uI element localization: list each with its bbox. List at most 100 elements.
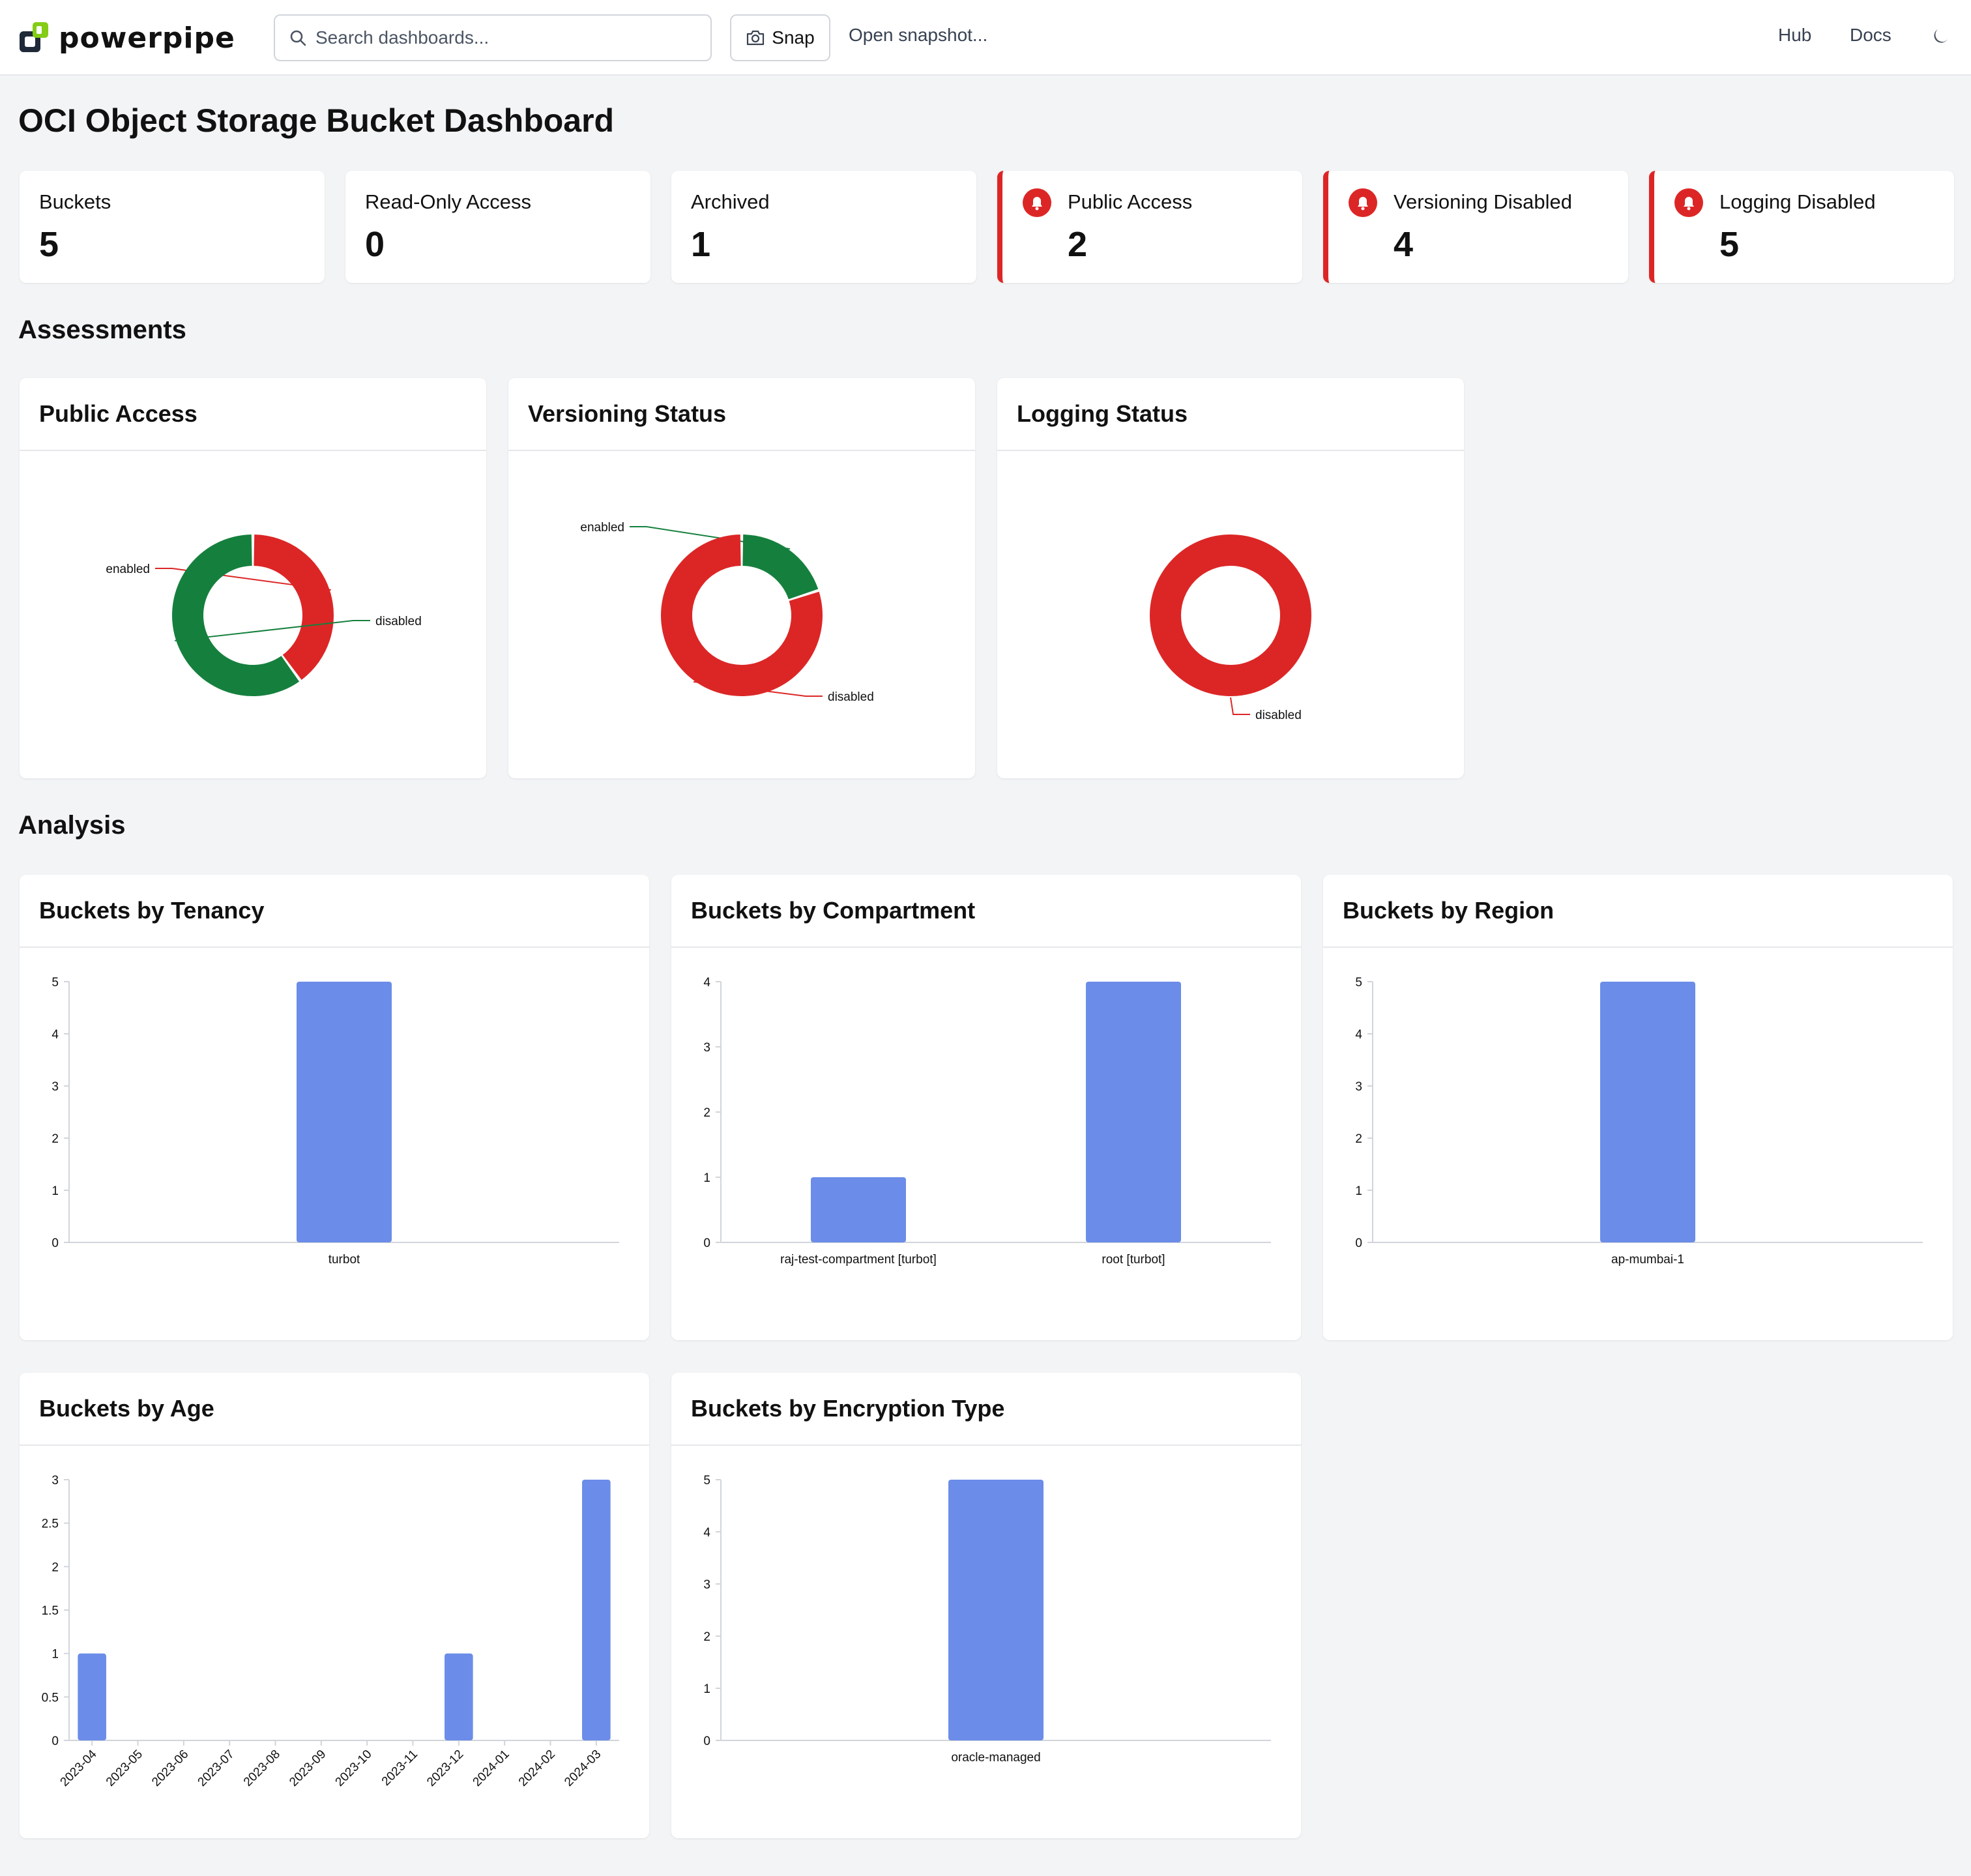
alert-bell-icon	[1349, 188, 1377, 217]
pie-slice-disabled[interactable]	[661, 535, 823, 696]
moon-icon	[1934, 29, 1948, 43]
pie-leader-line	[1230, 697, 1250, 715]
x-tick-label: 2024-03	[562, 1748, 604, 1789]
card-buckets: Buckets 5	[20, 171, 325, 283]
panel-logging-status: Logging Status disabled	[997, 378, 1464, 778]
y-tick-label: 3	[51, 1080, 59, 1094]
x-tick-label: ap-mumbai-1	[1611, 1253, 1684, 1267]
search-input[interactable]	[315, 27, 680, 48]
pie-leader-line	[693, 681, 823, 697]
y-tick-label: 2.5	[42, 1517, 59, 1531]
card-label: Versioning Disabled	[1394, 190, 1573, 213]
bar-root-turbot[interactable]	[1086, 982, 1181, 1242]
pie-slice-disabled[interactable]	[172, 535, 300, 696]
panel-public-access: Public Access enabled disabled	[20, 378, 486, 778]
card-logging-disabled: Logging Disabled 5	[1649, 171, 1954, 283]
card-versioning-disabled: Versioning Disabled 4	[1323, 171, 1628, 283]
pie-slice-enabled[interactable]	[742, 535, 819, 600]
x-tick-label: turbot	[328, 1253, 360, 1267]
pie-label-disabled: disabled	[1255, 709, 1302, 722]
card-public-access: Public Access 2	[997, 171, 1302, 283]
card-label: Read-Only Access	[365, 190, 531, 213]
bar-turbot[interactable]	[297, 982, 392, 1242]
chart-versioning-status: enabled disabled	[580, 521, 873, 704]
x-tick-label: 2023-08	[241, 1748, 283, 1789]
card-label: Archived	[691, 190, 770, 213]
panel-title: Versioning Status	[508, 378, 975, 451]
y-tick-label: 1	[1355, 1184, 1362, 1198]
panel-title: Buckets by Compartment	[671, 875, 1301, 948]
card-read-only-access: Read-Only Access 0	[345, 171, 650, 283]
y-tick-label: 3	[703, 1578, 710, 1592]
x-tick-label: 2024-02	[516, 1748, 558, 1789]
card-value: 2	[1068, 225, 1088, 264]
snap-button[interactable]: Snap	[730, 14, 830, 61]
card-label: Public Access	[1068, 190, 1193, 213]
snap-label: Snap	[772, 27, 815, 48]
y-tick-label: 2	[1355, 1132, 1362, 1146]
page-title: OCI Object Storage Bucket Dashboard	[18, 102, 615, 139]
x-tick-label: 2023-07	[196, 1748, 237, 1789]
card-value: 1	[691, 225, 711, 264]
y-tick-label: 0	[703, 1735, 710, 1748]
section-title-analysis: Analysis	[18, 811, 126, 840]
alert-bell-icon	[1674, 188, 1703, 217]
pie-label-enabled: enabled	[106, 563, 150, 576]
chart-logging-status: disabled	[1150, 535, 1311, 722]
theme-toggle[interactable]	[1929, 26, 1950, 50]
chart-buckets-by-tenancy: 0 1 2 3 4 5 turbot	[51, 976, 619, 1267]
x-tick-label: 2023-06	[149, 1748, 191, 1789]
docs-link[interactable]: Docs	[1850, 25, 1891, 45]
pie-slice-enabled[interactable]	[254, 535, 334, 680]
panel-versioning-status: Versioning Status enabled disabled	[508, 378, 975, 778]
x-tick-label: 2023-04	[58, 1747, 100, 1789]
card-value: 5	[1719, 225, 1740, 264]
bar-raj-test-compartment-turbot[interactable]	[811, 1177, 906, 1242]
panel-title: Buckets by Region	[1323, 875, 1953, 948]
y-tick-label: 3	[51, 1474, 59, 1488]
y-tick-label: 1	[703, 1171, 710, 1185]
y-tick-label: 1.5	[42, 1604, 59, 1618]
y-tick-label: 3	[1355, 1080, 1362, 1094]
search-box[interactable]	[274, 14, 712, 61]
chart-buckets-by-region: 0 1 2 3 4 5 ap-mumbai-1	[1355, 976, 1923, 1267]
x-tick-label: 2023-05	[104, 1748, 145, 1789]
y-tick-label: 4	[703, 1526, 710, 1540]
bar-2024-03[interactable]	[582, 1480, 611, 1740]
card-value: 5	[39, 225, 59, 264]
pie-label-disabled: disabled	[375, 615, 422, 628]
chart-public-access: enabled disabled	[106, 535, 422, 696]
y-tick-label: 2	[51, 1132, 59, 1146]
x-tick-label: 2023-12	[424, 1748, 466, 1789]
x-tick-label: raj-test-compartment [turbot]	[780, 1253, 937, 1267]
y-tick-label: 0.5	[42, 1691, 59, 1705]
pie-slice-disabled[interactable]	[1150, 535, 1311, 696]
camera-icon	[747, 30, 765, 46]
pie-label-enabled: enabled	[580, 521, 624, 535]
panel-title: Buckets by Encryption Type	[671, 1373, 1301, 1446]
y-tick-label: 0	[703, 1237, 710, 1250]
chart-buckets-by-compartment: 0 1 2 3 4 raj-test-compartment [turbot] root […	[703, 976, 1271, 1267]
bar-oracle-managed[interactable]	[948, 1480, 1044, 1740]
bar-ap-mumbai-1[interactable]	[1600, 982, 1695, 1242]
open-snapshot-link[interactable]: Open snapshot...	[849, 25, 988, 45]
powerpipe-logo-icon	[20, 22, 48, 52]
panel-buckets-by-compartment: Buckets by Compartment 0 1 2 3 4 raj-test-comp…	[671, 875, 1301, 1340]
hub-link[interactable]: Hub	[1778, 25, 1812, 45]
card-label: Buckets	[39, 190, 111, 213]
card-value: 0	[365, 225, 385, 264]
y-tick-label: 0	[51, 1735, 59, 1748]
card-label: Logging Disabled	[1719, 190, 1876, 213]
panel-buckets-by-tenancy: Buckets by Tenancy 0 1 2 3 4 5 turbot	[20, 875, 649, 1340]
bar-2023-04[interactable]	[78, 1653, 106, 1740]
section-title-assessments: Assessments	[18, 315, 186, 344]
alert-bell-icon	[1023, 188, 1051, 217]
logo-text: powerpipe	[59, 21, 235, 55]
pie-leader-line	[155, 568, 331, 591]
y-tick-label: 4	[703, 976, 710, 989]
bar-2023-12[interactable]	[445, 1653, 473, 1740]
top-nav-bar: powerpipe Snap Open snapshot... Hub Docs	[0, 0, 1971, 76]
powerpipe-logo[interactable]: powerpipe	[18, 20, 235, 56]
y-tick-label: 2	[703, 1630, 710, 1644]
